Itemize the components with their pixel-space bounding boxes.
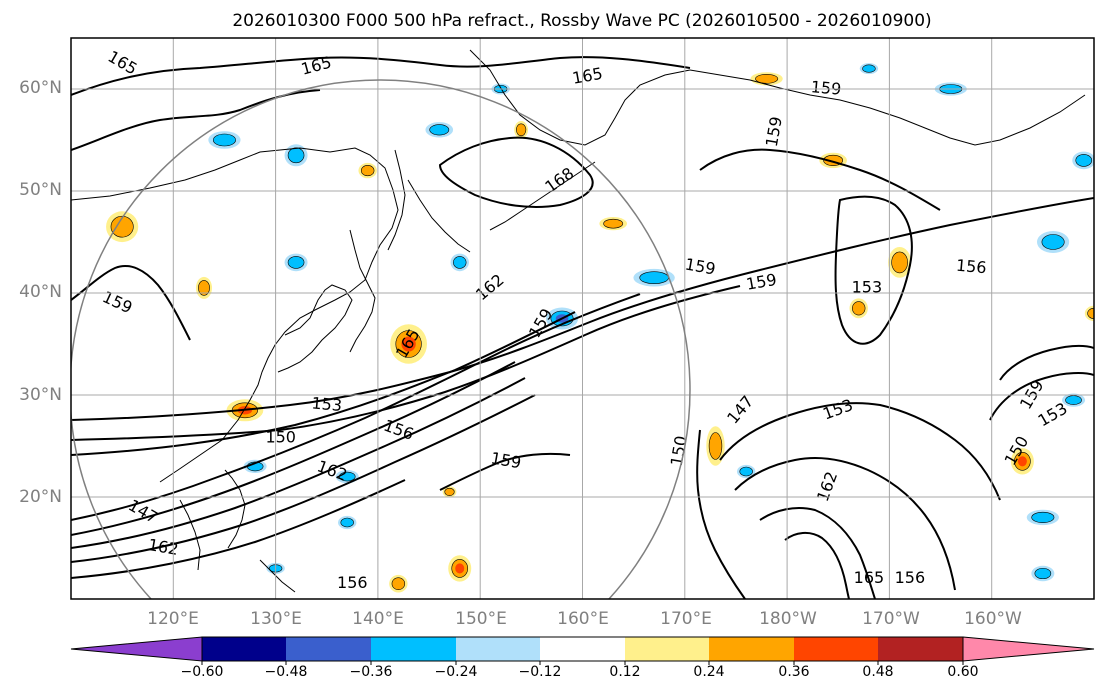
contour-label: 165: [854, 568, 885, 587]
colorbar-extend-min: [70, 636, 203, 662]
lat-label-30n: 30°N: [19, 385, 62, 405]
colorbar-segment: [202, 637, 286, 661]
lon-label-170e: 170°E: [660, 609, 712, 629]
shading-blob-core: [401, 336, 416, 352]
cbar-tick-label-4: −0.12: [519, 664, 562, 680]
contour-label: 156: [337, 573, 368, 592]
colorbar: −0.60 −0.48 −0.36 −0.24 −0.12 0.12 0.24 …: [70, 636, 1095, 680]
shading-blob: [444, 487, 455, 496]
shading-blob: [852, 301, 866, 316]
lat-label-40n: 40°N: [19, 282, 62, 302]
shading-blob: [739, 466, 753, 477]
shading-blob: [391, 577, 406, 591]
shading-blob: [1034, 567, 1052, 580]
cbar-tick-label-7: 0.36: [778, 664, 809, 680]
colorbar-segment: [540, 637, 625, 661]
shading-blob: [110, 215, 134, 238]
shading-blob: [603, 218, 624, 229]
shading-blob: [708, 432, 723, 460]
contour-label: 159: [810, 77, 842, 99]
lon-label-160w: 160°W: [964, 609, 1022, 629]
shading-blob: [429, 124, 450, 136]
lon-label-180w: 180°W: [759, 609, 817, 629]
shading-blob: [198, 280, 210, 296]
lat-label-50n: 50°N: [19, 180, 62, 200]
colorbar-segment: [794, 637, 878, 661]
shading-blob: [287, 147, 305, 164]
colorbar-segment: [456, 637, 540, 661]
contour-label: 156: [895, 568, 926, 587]
cbar-tick-label-3: −0.24: [435, 664, 478, 680]
shading-blob: [453, 256, 467, 269]
shading-blob-core: [455, 563, 465, 574]
shading-blob: [338, 471, 356, 482]
lon-label-120e: 120°E: [147, 609, 199, 629]
domain-circle: [71, 79, 691, 599]
lon-label-130e: 130°E: [250, 609, 302, 629]
map-frame: [70, 37, 1095, 600]
shading-blob: [862, 64, 876, 73]
lon-label-170w: 170°W: [862, 609, 920, 629]
lat-label-20n: 20°N: [19, 487, 62, 507]
contour-label: 150: [265, 427, 296, 446]
lon-label-160e: 160°E: [557, 609, 609, 629]
shading-blob: [1075, 154, 1093, 167]
shading-blob: [340, 517, 354, 528]
cbar-tick-label-8: 0.48: [862, 664, 893, 680]
shading-blob: [755, 74, 779, 84]
cbar-tick-label-9: 0.60: [947, 664, 978, 680]
shading-blob: [1065, 395, 1082, 405]
shading-blob: [516, 123, 527, 137]
longitude-labels: 120°E 130°E 140°E 150°E 160°E 170°E 180°…: [147, 609, 1022, 629]
colorbar-segment: [878, 637, 963, 661]
shading-blob: [1041, 234, 1065, 250]
contour-label: 153: [852, 277, 883, 296]
cbar-tick-label-5: 0.12: [609, 664, 640, 680]
cbar-tick-label-2: −0.36: [350, 664, 393, 680]
colorbar-segment: [709, 637, 794, 661]
shading-blob: [212, 133, 236, 147]
colorbar-frame: [201, 636, 964, 662]
shading-blob: [287, 256, 305, 269]
shading-blob: [891, 251, 908, 274]
contour-label: 156: [955, 256, 987, 278]
cbar-tick-label-1: −0.48: [265, 664, 308, 680]
lon-label-150e: 150°E: [455, 609, 507, 629]
graticule: [71, 38, 1094, 599]
cbar-tick-label-6: 0.24: [693, 664, 724, 680]
latitude-labels: 60°N 50°N 40°N 30°N 20°N: [19, 78, 62, 507]
colorbar-segment: [371, 637, 456, 661]
refractivity-contours: [71, 56, 1094, 599]
lon-label-140e: 140°E: [352, 609, 404, 629]
colorbar-extend-max: [962, 636, 1095, 662]
shading-blob: [1031, 511, 1055, 523]
map-title: 2026010300 F000 500 hPa refract., Rossby…: [232, 11, 931, 31]
contour-label: 153: [311, 393, 343, 415]
shading-blob: [639, 271, 669, 285]
lat-label-60n: 60°N: [19, 78, 62, 98]
colorbar-segment: [625, 637, 709, 661]
shading-blob-core: [1017, 456, 1027, 467]
colorbar-segment: [286, 637, 371, 661]
shading-blob: [360, 165, 375, 177]
cbar-tick-label-0: −0.60: [181, 664, 224, 680]
